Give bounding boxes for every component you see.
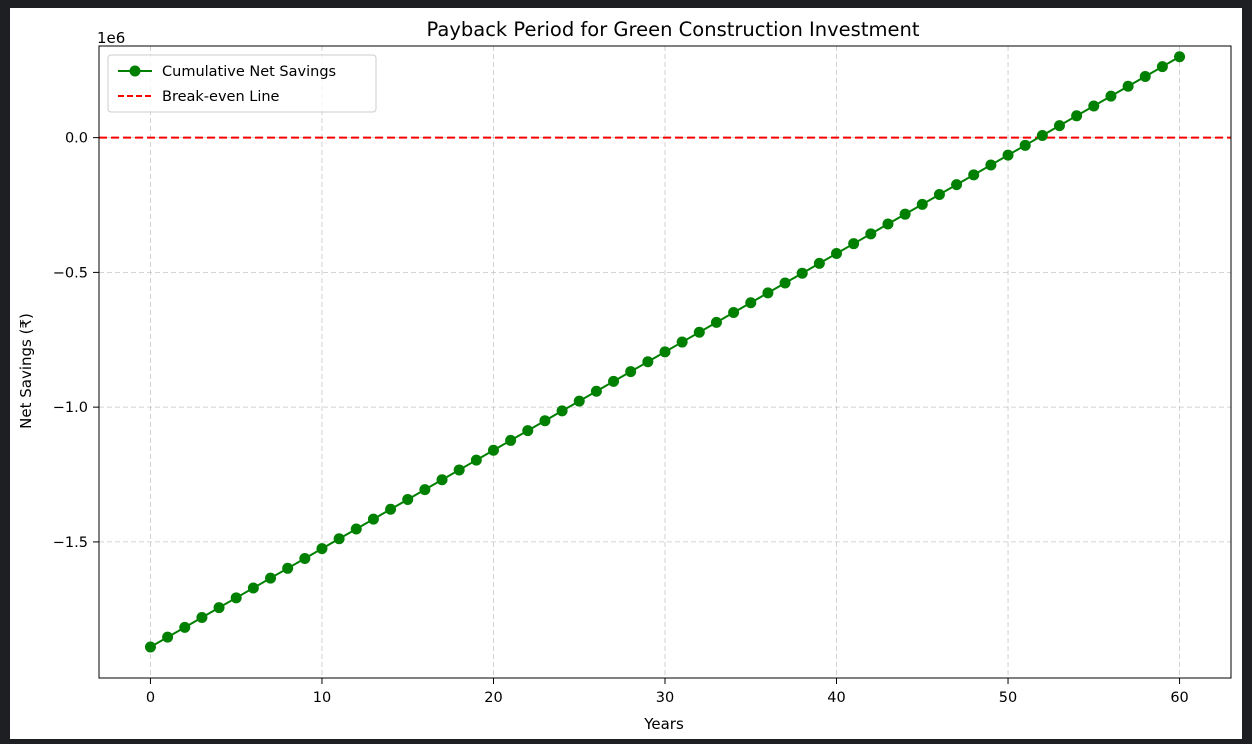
- data-point: [951, 179, 963, 191]
- x-ticks: 0 10 20 30 40 50 60: [146, 678, 1189, 706]
- data-point: [642, 356, 654, 368]
- data-point: [453, 464, 465, 476]
- y-ticks: 0.0 −0.5 −1.0 −1.5: [53, 131, 99, 551]
- data-point: [282, 562, 294, 574]
- data-point: [693, 326, 705, 338]
- data-point: [882, 218, 894, 230]
- data-point: [213, 602, 225, 614]
- data-point: [196, 611, 208, 623]
- data-point: [608, 375, 620, 387]
- data-point: [710, 316, 722, 328]
- data-point: [590, 385, 602, 397]
- data-point: [1122, 80, 1134, 92]
- data-point: [1139, 70, 1151, 82]
- data-point: [573, 395, 585, 407]
- data-point: [436, 474, 448, 486]
- data-point: [179, 621, 191, 633]
- data-point: [745, 297, 757, 309]
- series: [144, 51, 1186, 653]
- data-point: [1156, 61, 1168, 73]
- data-point: [144, 641, 156, 653]
- data-point: [1174, 51, 1186, 63]
- x-axis-label: Years: [643, 715, 684, 733]
- data-point: [1071, 110, 1083, 122]
- data-point: [1105, 90, 1117, 102]
- data-point: [676, 336, 688, 348]
- line-chart: Payback Period for Green Construction In…: [17, 18, 1232, 733]
- data-point: [728, 307, 740, 319]
- data-point: [316, 543, 328, 555]
- legend-label: Break-even Line: [162, 89, 280, 105]
- data-point: [865, 228, 877, 240]
- y-tick-label: 0.0: [65, 131, 88, 147]
- y-tick-label: −1.0: [53, 400, 88, 416]
- data-point: [470, 454, 482, 466]
- data-point: [487, 444, 499, 456]
- data-point: [556, 405, 568, 417]
- data-point: [505, 434, 517, 446]
- data-point: [522, 425, 534, 437]
- data-point: [848, 238, 860, 250]
- x-tick-label: 30: [656, 690, 674, 706]
- data-point: [299, 552, 311, 564]
- grid: [99, 46, 1231, 678]
- legend-label: Cumulative Net Savings: [162, 64, 336, 80]
- y-tick-label: −0.5: [53, 265, 88, 281]
- data-point: [247, 582, 259, 594]
- data-point: [1002, 149, 1014, 161]
- data-point: [265, 572, 277, 584]
- data-point: [762, 287, 774, 299]
- legend: Cumulative Net Savings Break-even Line: [107, 54, 377, 113]
- data-point: [933, 188, 945, 200]
- data-point: [162, 631, 174, 643]
- y-offset-label: 1e6: [97, 29, 125, 47]
- data-point: [831, 248, 843, 260]
- x-tick-label: 40: [827, 690, 845, 706]
- data-point: [779, 277, 791, 289]
- y-axis-label: Net Savings (₹): [17, 313, 35, 429]
- data-point: [1036, 129, 1048, 141]
- data-point: [916, 198, 928, 210]
- x-tick-label: 60: [1170, 690, 1188, 706]
- x-tick-label: 0: [146, 690, 155, 706]
- data-point: [402, 493, 414, 505]
- data-point: [625, 366, 637, 378]
- data-point: [1053, 120, 1065, 132]
- data-point: [968, 169, 980, 181]
- data-point: [333, 533, 345, 545]
- data-point: [419, 484, 431, 496]
- chart-figure: Payback Period for Green Construction In…: [10, 8, 1242, 739]
- legend-marker-swatch: [129, 65, 141, 77]
- data-point: [230, 592, 242, 604]
- y-tick-label: −1.5: [53, 535, 88, 551]
- legend-box: [107, 54, 377, 113]
- data-point: [539, 415, 551, 427]
- data-point: [367, 513, 379, 525]
- chart-title: Payback Period for Green Construction In…: [427, 18, 920, 41]
- data-point: [385, 503, 397, 515]
- data-point: [350, 523, 362, 535]
- x-tick-label: 50: [999, 690, 1017, 706]
- data-point: [985, 159, 997, 171]
- data-point: [899, 208, 911, 220]
- x-tick-label: 20: [484, 690, 502, 706]
- data-point: [796, 267, 808, 279]
- x-tick-label: 10: [313, 690, 331, 706]
- data-point: [1019, 139, 1031, 151]
- data-point: [813, 257, 825, 269]
- data-point: [659, 346, 671, 358]
- data-point: [1088, 100, 1100, 112]
